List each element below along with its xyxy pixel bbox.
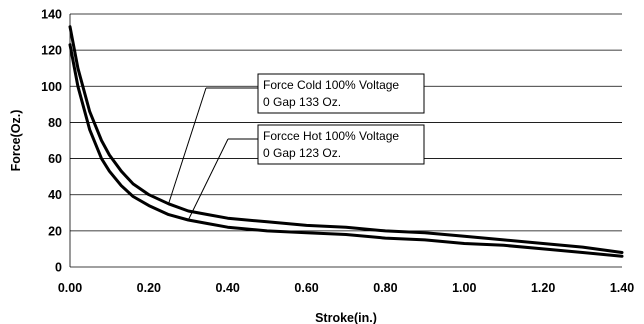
x-tick-label: 1.40 [610, 281, 634, 295]
series-lines [68, 25, 624, 258]
y-tick-label: 20 [48, 224, 62, 238]
y-tick-label: 40 [48, 188, 62, 202]
x-tick-label: 0.40 [216, 281, 240, 295]
x-tick-label: 0.20 [137, 281, 161, 295]
y-tick-labels: 0 20 40 60 80 100 120 140 [41, 8, 62, 275]
x-tick-labels: 0.00 0.20 0.40 0.60 0.80 1.00 1.20 1.40 [58, 281, 634, 295]
annotation-text-hot: 0 Gap 123 Oz. [263, 146, 341, 160]
annotation-leaders [168, 87, 258, 221]
x-tick-label: 0.00 [58, 281, 82, 295]
x-tick-label: 0.60 [294, 281, 318, 295]
annotations: Force Cold 100% Voltage 0 Gap 133 Oz. Forc… [257, 73, 425, 165]
y-tick-label: 120 [41, 44, 62, 58]
y-tick-label: 60 [48, 152, 62, 166]
annotation-box-hot [257, 124, 425, 165]
x-tick-label: 0.80 [373, 281, 397, 295]
y-tick-label: 0 [55, 261, 62, 275]
y-axis-label: Force(Oz.) [9, 110, 23, 172]
x-tick-label: 1.00 [452, 281, 476, 295]
annotation-box-cold [257, 73, 425, 114]
annotation-text-cold: 0 Gap 133 Oz. [263, 95, 341, 109]
y-tick-label: 140 [41, 8, 62, 22]
series-line-cold [68, 25, 624, 254]
leader-line-hot [187, 138, 229, 221]
y-tick-label: 100 [41, 80, 62, 94]
x-tick-label: 1.20 [531, 281, 555, 295]
annotation-text-hot: Forcce Hot 100% Voltage [263, 129, 399, 143]
y-tick-label: 80 [48, 116, 62, 130]
x-axis-label: Stroke(in.) [315, 311, 377, 324]
series-line-hot [68, 43, 624, 258]
annotation-text-cold: Force Cold 100% Voltage [263, 78, 399, 92]
leader-line-cold [168, 87, 207, 204]
